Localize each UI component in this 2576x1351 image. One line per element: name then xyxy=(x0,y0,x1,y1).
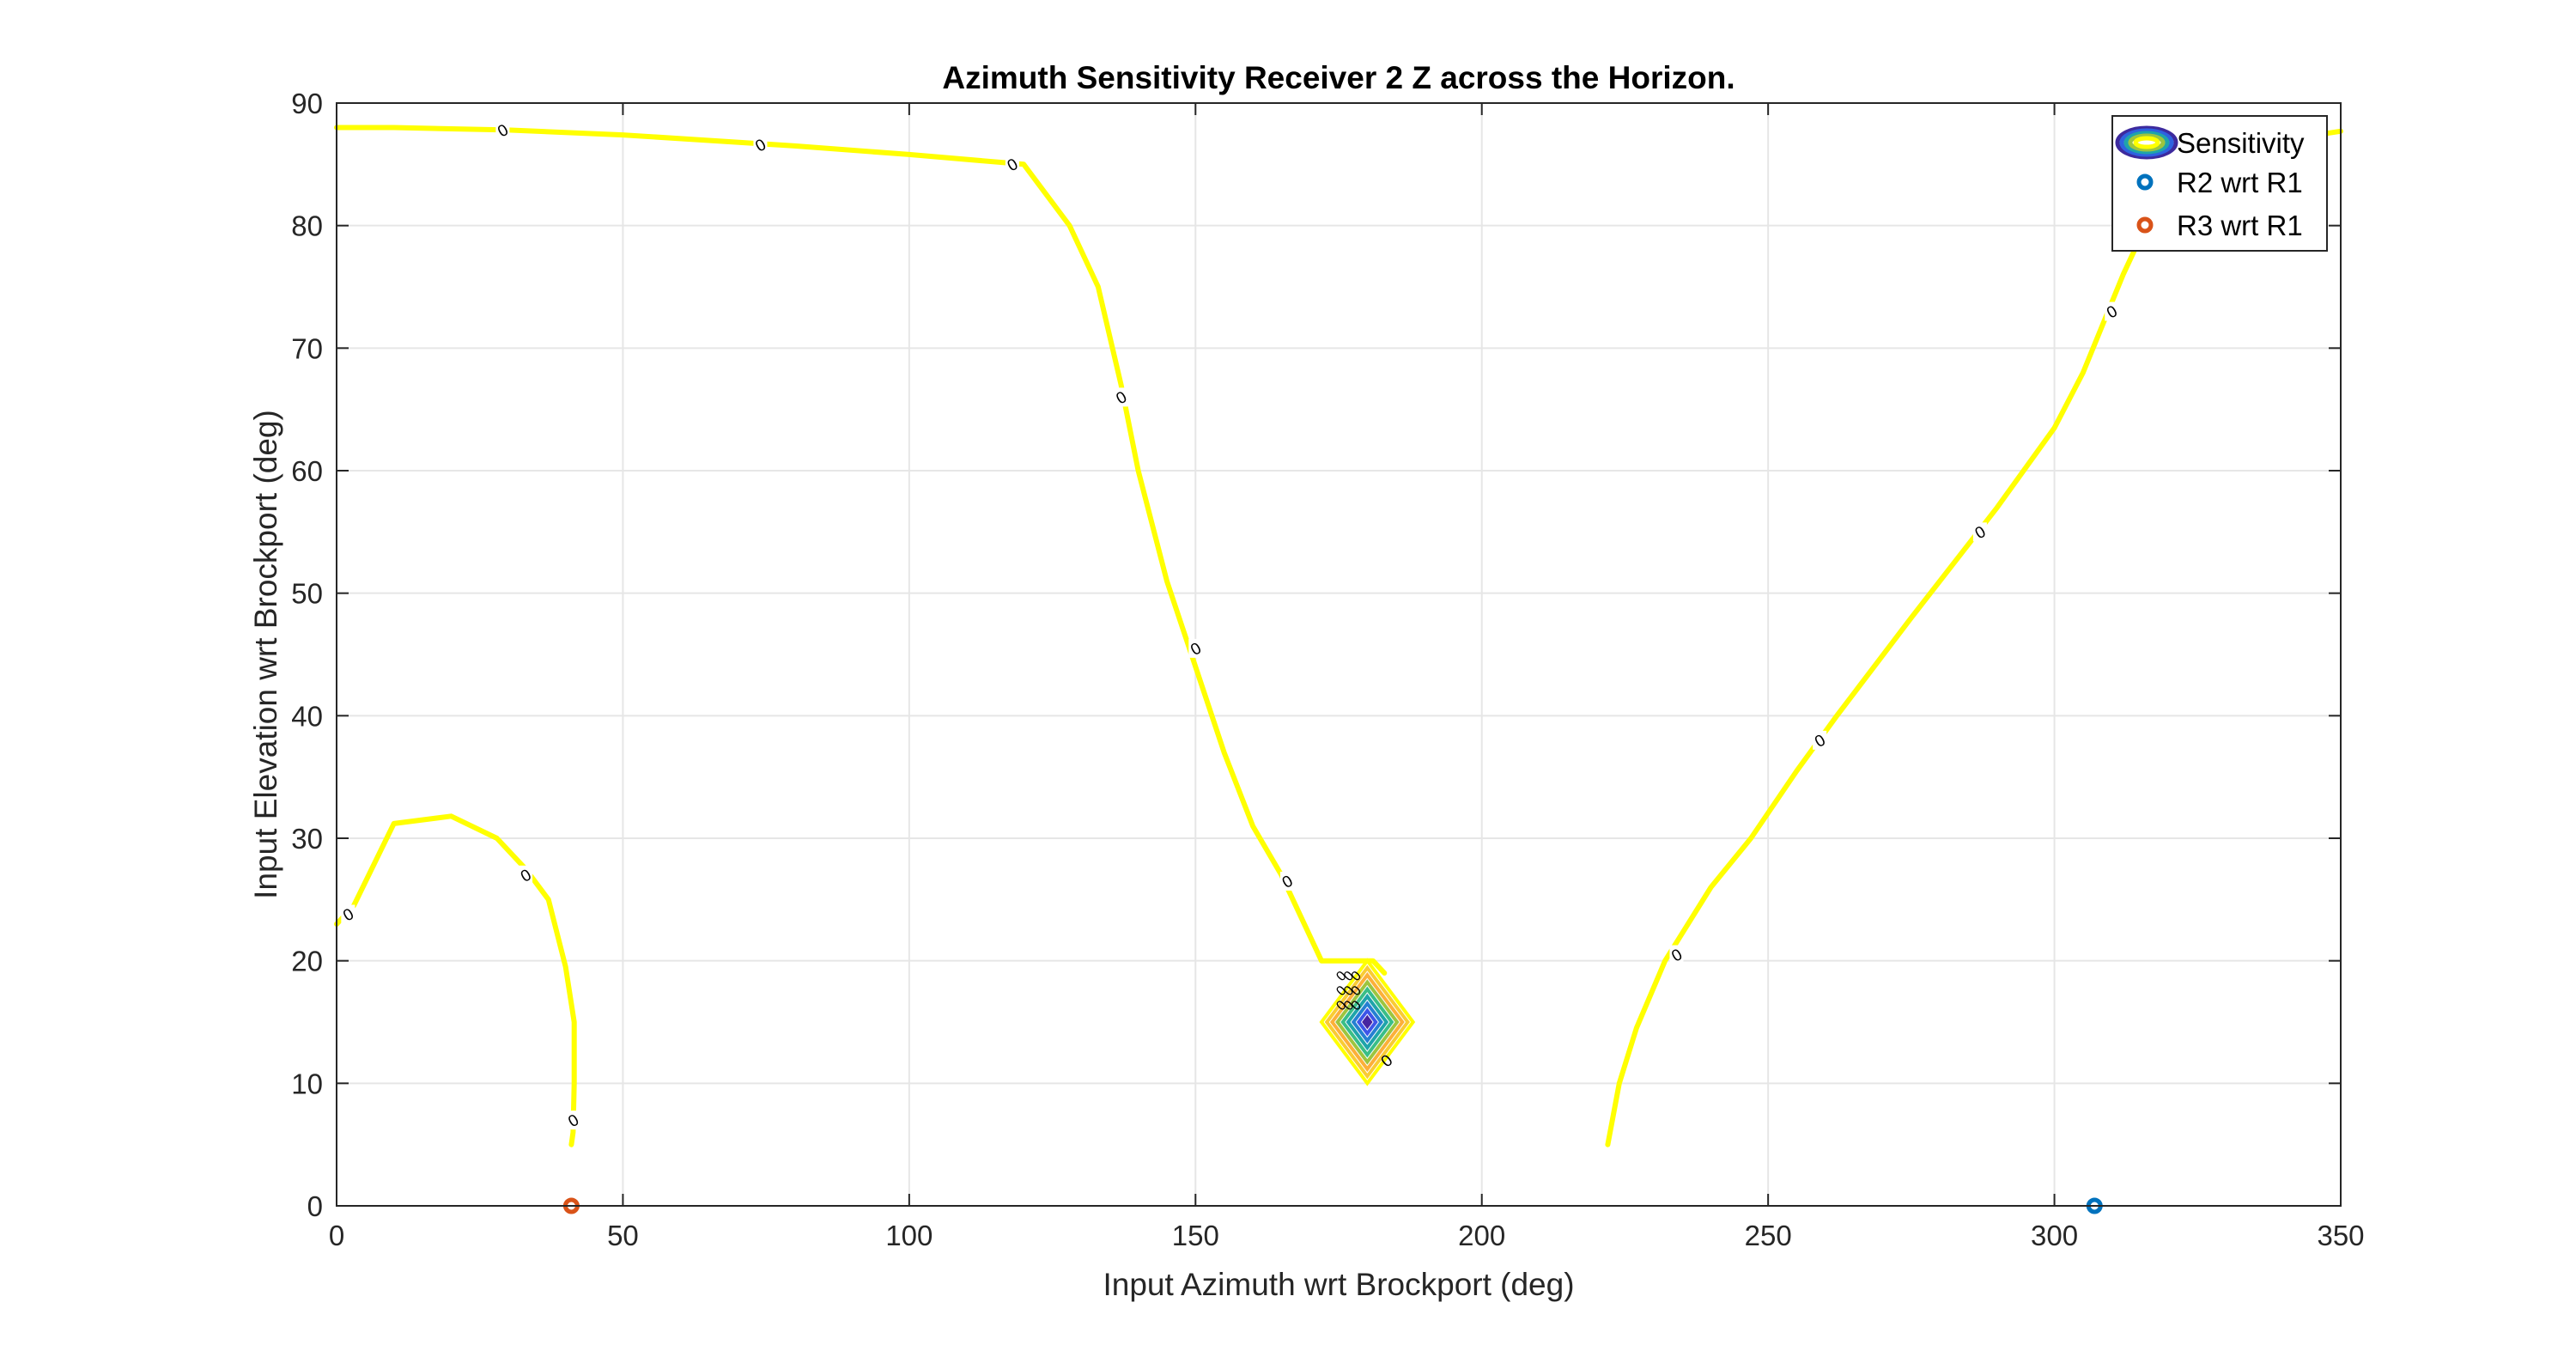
legend-item-r3: R3 wrt R1 xyxy=(2136,210,2303,241)
y-tick-label: 40 xyxy=(291,700,323,732)
x-tick-label: 350 xyxy=(2317,1220,2364,1251)
contour-label-bg xyxy=(1669,945,1684,965)
contour-label-bg xyxy=(566,1111,580,1130)
contour-label-bg xyxy=(519,865,533,885)
contour-label-bg xyxy=(1813,730,1827,750)
x-tick-label: 300 xyxy=(2031,1220,2078,1251)
legend: Sensitivity R2 wrt R1 R3 wrt R1 xyxy=(2111,115,2328,252)
contour-label-bg xyxy=(495,120,510,140)
sensitivity-contour-level xyxy=(1351,1001,1383,1044)
legend-ellipse xyxy=(2123,131,2170,155)
x-tick-label: 50 xyxy=(607,1220,639,1251)
plot-frame xyxy=(336,102,2342,1207)
r3-marker-icon xyxy=(2136,216,2154,234)
legend-label-sensitivity: Sensitivity xyxy=(2177,127,2305,159)
contour-label-bg xyxy=(341,904,355,924)
legend-item-sensitivity: Sensitivity xyxy=(2115,125,2305,160)
legend-ellipse xyxy=(2119,128,2174,157)
contour-ellipses-icon xyxy=(2115,125,2178,160)
contour-label-bg xyxy=(1188,638,1203,658)
legend-ellipse xyxy=(2115,125,2178,160)
y-tick-label: 10 xyxy=(291,1068,323,1099)
zero-contour-left-curve xyxy=(334,813,577,1147)
sensitivity-contour-level xyxy=(1346,993,1389,1051)
y-tick-label: 50 xyxy=(291,578,323,610)
y-tick-label: 90 xyxy=(291,88,323,119)
x-tick-label: 100 xyxy=(885,1220,933,1251)
y-tick-label: 80 xyxy=(291,210,323,242)
sensitivity-contour-level xyxy=(1335,979,1400,1065)
legend-ellipse xyxy=(2133,136,2160,149)
contour-label-bg xyxy=(2105,301,2119,321)
x-tick-label: 250 xyxy=(1745,1220,1792,1251)
sensitivity-peak-center xyxy=(1363,1018,1372,1026)
y-tick-label: 30 xyxy=(291,823,323,855)
legend-item-r2: R2 wrt R1 xyxy=(2136,167,2303,198)
sensitivity-contour-level xyxy=(1324,965,1410,1080)
contour-label-bg xyxy=(1972,522,1987,542)
y-tick-label: 20 xyxy=(291,946,323,977)
contour-label-bg xyxy=(1005,155,1019,174)
x-tick-label: 150 xyxy=(1172,1220,1219,1251)
sensitivity-contour-level xyxy=(1319,958,1416,1086)
contour-label-bg xyxy=(1114,387,1128,407)
legend-ellipse xyxy=(2128,133,2166,152)
y-tick-label: 60 xyxy=(291,455,323,487)
contour-label-bg xyxy=(753,135,768,155)
sensitivity-peak xyxy=(1319,958,1416,1086)
sensitivity-contour-level xyxy=(1329,971,1405,1073)
axis-ticks: 0 50 100 150 200 250 300 350 0 10 20 30 40 50 60 70 80 90 xyxy=(291,88,2364,1251)
sensitivity-contour-level xyxy=(1356,1007,1378,1037)
x-axis-label: Input Azimuth wrt Brockport (deg) xyxy=(1103,1267,1574,1302)
r2-marker-icon xyxy=(2136,173,2154,191)
y-tick-label: 0 xyxy=(307,1190,323,1222)
contour-label-bg xyxy=(1279,871,1294,891)
legend-label-r2: R2 wrt R1 xyxy=(2177,167,2303,198)
x-tick-label: 200 xyxy=(1458,1220,1505,1251)
legend-label-r3: R3 wrt R1 xyxy=(2177,210,2303,241)
sensitivity-contour-level xyxy=(1340,986,1394,1058)
y-axis-label: Input Elevation wrt Brockport (deg) xyxy=(248,410,283,899)
y-tick-label: 70 xyxy=(291,332,323,364)
x-tick-label: 0 xyxy=(329,1220,344,1251)
chart-title: Azimuth Sensitivity Receiver 2 Z across … xyxy=(942,60,1735,95)
